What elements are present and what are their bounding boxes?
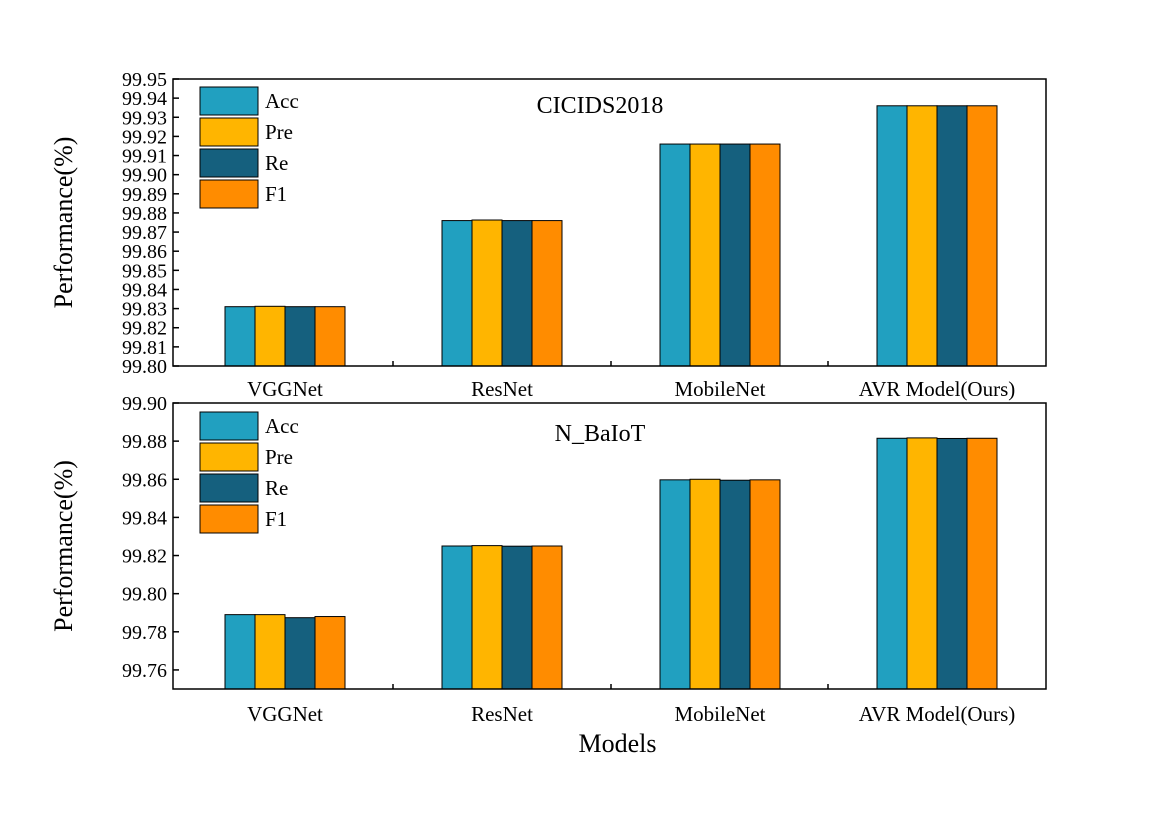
legend-label-pre: Pre [265, 120, 293, 144]
bar-f1-vggnet [314, 306, 346, 367]
legend-label-re: Re [265, 476, 288, 500]
y-tick-label: 99.92 [122, 126, 167, 148]
y-tick-label: 99.84 [122, 279, 167, 301]
y-tick-label: 99.93 [122, 107, 167, 129]
bar-re-mobilenet [719, 143, 751, 367]
bar-acc-resnet [441, 545, 473, 690]
bar-pre-resnet [471, 545, 503, 690]
y-axis-label: Performance(%) [49, 137, 78, 309]
bar-f1-resnet [531, 220, 563, 367]
x-category-label: ResNet [471, 377, 533, 401]
y-tick-label: 99.82 [122, 318, 167, 340]
legend-label-pre: Pre [265, 445, 293, 469]
bar-pre-resnet [471, 219, 503, 367]
legend: Acc Pre Re F1 [199, 86, 299, 209]
bar-pre-avr-model-ours- [906, 437, 938, 690]
panel-title: N_BaIoT [555, 421, 646, 447]
bar-f1-resnet [531, 545, 563, 690]
y-tick-label: 99.83 [122, 299, 167, 321]
y-tick-label: 99.80 [122, 356, 167, 378]
bar-f1-vggnet [314, 616, 346, 690]
legend-swatch-f1 [199, 179, 259, 209]
y-tick-label: 99.88 [122, 431, 167, 453]
x-category-label: VGGNet [247, 702, 323, 726]
legend-label-acc: Acc [265, 89, 299, 113]
bar-re-vggnet [284, 617, 316, 690]
y-tick-label: 99.95 [122, 69, 167, 91]
bar-re-avr-model-ours- [936, 437, 968, 690]
legend-label-re: Re [265, 151, 288, 175]
x-category-label: MobileNet [675, 702, 766, 726]
bar-acc-vggnet [224, 306, 256, 367]
y-tick-label: 99.80 [122, 584, 167, 606]
legend-label-acc: Acc [265, 414, 299, 438]
panel-title: CICIDS2018 [537, 93, 664, 119]
y-tick-label: 99.88 [122, 203, 167, 225]
legend-swatch-pre [199, 442, 259, 472]
y-tick-label: 99.81 [122, 337, 167, 359]
x-category-label: MobileNet [675, 377, 766, 401]
legend-label-f1: F1 [265, 507, 287, 531]
bar-acc-avr-model-ours- [876, 105, 908, 367]
bar-re-avr-model-ours- [936, 105, 968, 367]
legend-swatch-pre [199, 117, 259, 147]
y-axis-label: Performance(%) [49, 460, 78, 632]
legend-swatch-re [199, 148, 259, 178]
bar-acc-mobilenet [659, 143, 691, 367]
legend-swatch-acc [199, 86, 259, 116]
legend-swatch-re [199, 473, 259, 503]
bar-acc-resnet [441, 220, 473, 367]
y-tick-label: 99.94 [122, 88, 167, 110]
panel-2: 99.76 99.78 99.80 99.82 99.84 99.86 99.88 99.90… [49, 393, 1047, 758]
bar-f1-avr-model-ours- [966, 437, 998, 690]
legend: Acc Pre Re F1 [199, 411, 299, 534]
bar-re-vggnet [284, 306, 316, 367]
bar-f1-mobilenet [749, 143, 781, 367]
plot-frame [172, 402, 1047, 690]
y-tick-label: 99.90 [122, 393, 167, 415]
bar-pre-vggnet [254, 614, 286, 690]
bar-re-resnet [501, 545, 533, 690]
y-tick-label: 99.84 [122, 507, 167, 529]
bar-pre-vggnet [254, 305, 286, 367]
y-tick-label: 99.82 [122, 546, 167, 568]
bar-pre-avr-model-ours- [906, 105, 938, 367]
legend-swatch-acc [199, 411, 259, 441]
y-tick-label: 99.78 [122, 622, 167, 644]
y-tick-label: 99.89 [122, 184, 167, 206]
x-axis-label: Models [579, 729, 657, 758]
bar-pre-mobilenet [689, 143, 721, 367]
x-category-label: ResNet [471, 702, 533, 726]
y-tick-label: 99.86 [122, 469, 167, 491]
y-tick-label: 99.90 [122, 165, 167, 187]
y-tick-label: 99.86 [122, 241, 167, 263]
bar-re-resnet [501, 220, 533, 367]
x-category-label: AVR Model(Ours) [859, 702, 1016, 726]
y-tick-label: 99.91 [122, 146, 167, 168]
bar-acc-vggnet [224, 614, 256, 690]
bar-f1-avr-model-ours- [966, 105, 998, 367]
bar-pre-mobilenet [689, 478, 721, 690]
plot-frame [172, 78, 1047, 367]
x-category-label: AVR Model(Ours) [859, 377, 1016, 401]
bar-f1-mobilenet [749, 479, 781, 690]
bar-acc-mobilenet [659, 479, 691, 690]
legend-label-f1: F1 [265, 182, 287, 206]
legend-swatch-f1 [199, 504, 259, 534]
bar-re-mobilenet [719, 479, 751, 690]
bar-acc-avr-model-ours- [876, 437, 908, 690]
x-category-label: VGGNet [247, 377, 323, 401]
panel-1: 99.8099.8199.8299.8399.8499.8599.8699.87… [49, 69, 1047, 401]
y-tick-label: 99.76 [122, 660, 167, 682]
y-tick-label: 99.87 [122, 222, 167, 244]
y-tick-label: 99.85 [122, 260, 167, 282]
